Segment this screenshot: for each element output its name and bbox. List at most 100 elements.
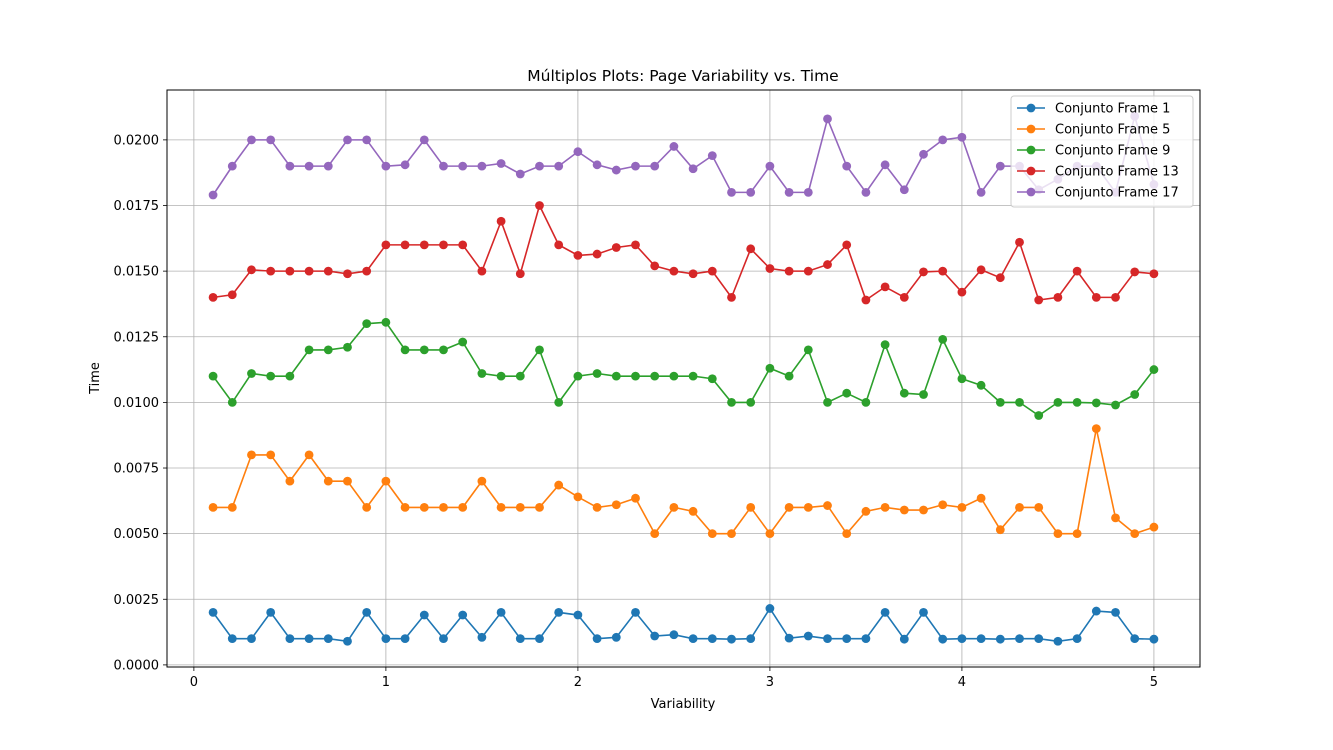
x-tick-label: 5 bbox=[1150, 675, 1158, 690]
data-point bbox=[477, 476, 487, 486]
data-point bbox=[803, 631, 813, 641]
data-point bbox=[823, 397, 832, 407]
data-point bbox=[880, 340, 890, 350]
data-point bbox=[515, 634, 525, 644]
data-point bbox=[419, 345, 429, 355]
data-point bbox=[1111, 513, 1120, 523]
data-point bbox=[592, 369, 602, 378]
data-point bbox=[727, 634, 736, 644]
data-point bbox=[266, 135, 276, 145]
data-point bbox=[285, 371, 295, 381]
data-point bbox=[765, 529, 775, 539]
data-point bbox=[995, 525, 1005, 535]
data-point bbox=[1034, 502, 1044, 512]
data-point bbox=[304, 345, 314, 355]
y-tick-label: 0.0050 bbox=[114, 527, 160, 542]
data-point bbox=[362, 319, 372, 329]
data-point bbox=[650, 371, 660, 381]
legend-label: Conjunto Frame 17 bbox=[1055, 186, 1179, 201]
x-tick-label: 4 bbox=[958, 675, 966, 690]
legend-item: Conjunto Frame 1 bbox=[1017, 102, 1170, 117]
y-tick-label: 0.0125 bbox=[114, 330, 160, 345]
data-point bbox=[419, 502, 429, 512]
data-point bbox=[535, 345, 544, 355]
legend-marker bbox=[1026, 124, 1036, 134]
data-point bbox=[1130, 390, 1140, 399]
data-point bbox=[746, 397, 756, 407]
data-point bbox=[957, 634, 967, 644]
data-point bbox=[362, 502, 372, 512]
data-point bbox=[515, 169, 525, 179]
x-tick-label: 1 bbox=[382, 675, 390, 690]
data-point bbox=[995, 273, 1005, 283]
data-point bbox=[208, 292, 218, 302]
data-point bbox=[592, 634, 602, 644]
legend-label: Conjunto Frame 5 bbox=[1055, 123, 1170, 138]
data-point bbox=[1072, 529, 1082, 539]
data-point bbox=[650, 529, 660, 539]
data-point bbox=[419, 135, 429, 145]
data-point bbox=[1053, 397, 1063, 407]
data-point bbox=[573, 250, 583, 260]
series-4 bbox=[208, 201, 1159, 305]
legend-item: Conjunto Frame 9 bbox=[1017, 144, 1170, 159]
data-point bbox=[707, 151, 717, 161]
data-point bbox=[592, 249, 602, 259]
data-point bbox=[266, 371, 276, 381]
data-point bbox=[938, 135, 948, 145]
data-point bbox=[247, 450, 256, 460]
legend: Conjunto Frame 1 Conjunto Frame 5 Conjunto… bbox=[1010, 95, 1194, 208]
data-point bbox=[1149, 365, 1159, 374]
data-point bbox=[899, 388, 909, 398]
data-point bbox=[554, 161, 564, 171]
data-point bbox=[458, 161, 468, 171]
data-point bbox=[573, 147, 583, 157]
legend-marker bbox=[1026, 145, 1036, 155]
data-point bbox=[515, 269, 525, 279]
data-point bbox=[227, 502, 237, 512]
data-point bbox=[1111, 292, 1120, 302]
data-point bbox=[419, 240, 429, 250]
data-point bbox=[247, 634, 256, 644]
data-point bbox=[227, 161, 237, 171]
series-3 bbox=[208, 317, 1159, 420]
data-point bbox=[208, 607, 218, 617]
data-point bbox=[266, 266, 276, 276]
data-point bbox=[688, 506, 698, 516]
data-point bbox=[669, 266, 679, 276]
data-point bbox=[842, 240, 852, 250]
data-point bbox=[266, 450, 276, 460]
data-point bbox=[803, 345, 813, 355]
data-point bbox=[1034, 634, 1044, 644]
data-point bbox=[880, 160, 890, 170]
x-tick-label: 3 bbox=[766, 675, 774, 690]
grid bbox=[167, 90, 1200, 667]
data-point bbox=[880, 502, 890, 512]
data-point bbox=[285, 634, 295, 644]
data-point bbox=[1091, 292, 1101, 302]
data-point bbox=[669, 142, 679, 151]
data-point bbox=[938, 500, 948, 510]
data-point bbox=[1015, 634, 1024, 644]
data-point bbox=[995, 397, 1005, 407]
data-point bbox=[477, 266, 487, 276]
legend-marker bbox=[1026, 187, 1036, 197]
data-point bbox=[861, 187, 871, 197]
data-point bbox=[1091, 398, 1101, 408]
data-point bbox=[842, 634, 852, 644]
data-point bbox=[535, 201, 544, 210]
data-point bbox=[919, 149, 928, 159]
data-point bbox=[1072, 266, 1082, 276]
data-point bbox=[784, 502, 794, 512]
data-point bbox=[919, 267, 928, 277]
data-point bbox=[343, 269, 352, 279]
data-point bbox=[650, 161, 660, 171]
data-point bbox=[323, 161, 333, 171]
data-point bbox=[1130, 529, 1140, 539]
data-point bbox=[938, 334, 948, 344]
data-point bbox=[976, 380, 986, 390]
data-point bbox=[746, 502, 756, 512]
legend-item: Conjunto Frame 5 bbox=[1017, 123, 1170, 138]
data-point bbox=[496, 216, 506, 226]
data-point bbox=[784, 633, 794, 643]
